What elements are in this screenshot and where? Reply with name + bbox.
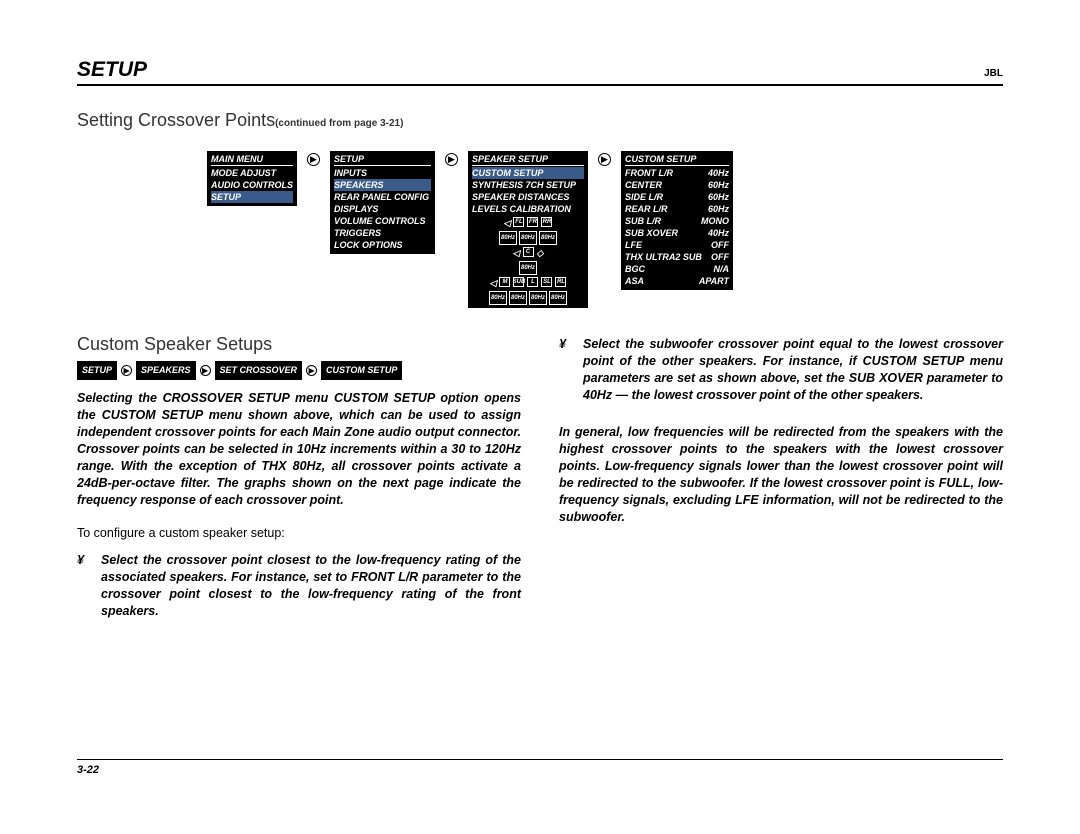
menu-item: SYNTHESIS 7CH SETUP — [472, 179, 584, 191]
menu-item: DISPLAYS — [334, 203, 431, 215]
header-title: SETUP — [77, 58, 147, 82]
menu-custom-title: CUSTOM SETUP — [625, 153, 729, 166]
bullet-item: ¥ Select the crossover point closest to … — [77, 552, 521, 620]
param-val: APART — [699, 275, 729, 287]
param-key: BGC — [625, 263, 645, 275]
hz-value: 80Hz — [519, 261, 537, 275]
menu-setup: SETUP INPUTS SPEAKERS REAR PANEL CONFIG … — [330, 151, 435, 254]
arrow-right-icon: ▶ — [200, 365, 211, 376]
menu-item-selected: CUSTOM SETUP — [472, 167, 584, 179]
speaker-icon: FR — [527, 217, 538, 227]
speaker-icon: L — [527, 277, 538, 287]
breadcrumb-item: SETUP — [77, 361, 117, 380]
right-column: ¥ Select the subwoofer crossover point e… — [559, 336, 1003, 620]
menu-item: REAR PANEL CONFIG — [334, 191, 431, 203]
menu-item: VOLUME CONTROLS — [334, 215, 431, 227]
param-val: 60Hz — [708, 191, 729, 203]
menu-item-selected: SETUP — [211, 191, 293, 203]
param-key: SIDE L/R — [625, 191, 663, 203]
intro-paragraph: Selecting the CROSSOVER SETUP menu CUSTO… — [77, 390, 521, 509]
speaker-icons-mid: ◁ C ◇ — [472, 247, 584, 259]
menu-item: INPUTS — [334, 167, 431, 179]
param-val: OFF — [711, 239, 729, 251]
menu-trail: MAIN MENU MODE ADJUST AUDIO CONTROLS SET… — [207, 151, 1003, 308]
menu-item: MODE ADJUST — [211, 167, 293, 179]
breadcrumb: SETUP ▶ SPEAKERS ▶ SET CROSSOVER ▶ CUSTO… — [77, 361, 521, 380]
menu-item: LEVELS CALIBRATION — [472, 203, 584, 215]
speaker-icon: RR — [541, 217, 552, 227]
param-key: SUB XOVER — [625, 227, 678, 239]
hz-value: 80Hz — [529, 291, 547, 305]
param-val: 40Hz — [708, 167, 729, 179]
subtitle-main: Setting Crossover Points — [77, 110, 275, 130]
param-key: SUB L/R — [625, 215, 661, 227]
arrow-right-icon: ▶ — [445, 153, 458, 166]
speaker-icon: M — [499, 277, 510, 287]
param-key: LFE — [625, 239, 642, 251]
menu-item: SPEAKER DISTANCES — [472, 191, 584, 203]
param-key: ASA — [625, 275, 644, 287]
speaker-icon: RL — [555, 277, 566, 287]
param-val: 40Hz — [708, 227, 729, 239]
menu-item: LOCK OPTIONS — [334, 239, 431, 251]
param-val: MONO — [701, 215, 729, 227]
hz-value: 80Hz — [539, 231, 557, 245]
brand-label: JBL — [984, 68, 1003, 79]
speaker-icon: SUB — [513, 277, 524, 287]
bullet-item: ¥ Select the subwoofer crossover point e… — [559, 336, 1003, 404]
hz-value: 80Hz — [519, 231, 537, 245]
param-key: CENTER — [625, 179, 662, 191]
param-key: THX ULTRA2 SUB — [625, 251, 702, 263]
speaker-icon: C — [523, 247, 534, 257]
page-number: 3-22 — [77, 764, 1003, 776]
menu-item-selected: SPEAKERS — [334, 179, 431, 191]
menu-main-title: MAIN MENU — [211, 153, 293, 166]
arrow-right-icon: ▶ — [306, 365, 317, 376]
page-header: SETUP JBL — [77, 58, 1003, 86]
arrow-right-icon: ▶ — [598, 153, 611, 166]
hz-row-top: 80Hz 80Hz 80Hz — [472, 231, 584, 245]
menu-speaker-setup: SPEAKER SETUP CUSTOM SETUP SYNTHESIS 7CH… — [468, 151, 588, 308]
bullet-text: Select the crossover point closest to th… — [101, 552, 521, 620]
param-key: FRONT L/R — [625, 167, 673, 179]
breadcrumb-item: CUSTOM SETUP — [321, 361, 402, 380]
hz-value: 80Hz — [499, 231, 517, 245]
menu-item: AUDIO CONTROLS — [211, 179, 293, 191]
subtitle: Setting Crossover Points(continued from … — [77, 110, 1003, 131]
speaker-icon: SL — [541, 277, 552, 287]
bullet-text: Select the subwoofer crossover point equ… — [583, 336, 1003, 404]
hz-row-mid: 80Hz — [472, 261, 584, 275]
page-footer: 3-22 — [77, 759, 1003, 776]
hz-row-bot: 80Hz 80Hz 80Hz 80Hz — [472, 291, 584, 305]
left-column: Custom Speaker Setups SETUP ▶ SPEAKERS ▶… — [77, 336, 521, 620]
menu-speaker-title: SPEAKER SETUP — [472, 153, 584, 166]
menu-setup-title: SETUP — [334, 153, 431, 166]
section-heading: Custom Speaker Setups — [77, 336, 521, 353]
param-val: N/A — [714, 263, 730, 275]
speaker-icons-top: ◁ FL FR RR — [472, 217, 584, 229]
menu-item: TRIGGERS — [334, 227, 431, 239]
hz-value: 80Hz — [489, 291, 507, 305]
hz-value: 80Hz — [509, 291, 527, 305]
menu-main: MAIN MENU MODE ADJUST AUDIO CONTROLS SET… — [207, 151, 297, 206]
menu-custom-setup: CUSTOM SETUP FRONT L/R 40Hz CENTER 60Hz SI… — [621, 151, 733, 290]
param-val: OFF — [711, 251, 729, 263]
bullet-mark: ¥ — [559, 336, 583, 404]
bullet-mark: ¥ — [77, 552, 101, 620]
breadcrumb-item: SET CROSSOVER — [215, 361, 303, 380]
arrow-right-icon: ▶ — [307, 153, 320, 166]
breadcrumb-item: SPEAKERS — [136, 361, 196, 380]
subtitle-cont: (continued from page 3-21) — [275, 118, 403, 129]
body-columns: Custom Speaker Setups SETUP ▶ SPEAKERS ▶… — [77, 336, 1003, 620]
lead-text: To configure a custom speaker setup: — [77, 525, 521, 542]
param-val: 60Hz — [708, 203, 729, 215]
param-key: REAR L/R — [625, 203, 668, 215]
arrow-right-icon: ▶ — [121, 365, 132, 376]
speaker-icon: FL — [513, 217, 524, 227]
speaker-icons-bot: ◁ M SUB L SL RL — [472, 277, 584, 289]
closing-paragraph: In general, low frequencies will be redi… — [559, 424, 1003, 526]
hz-value: 80Hz — [549, 291, 567, 305]
param-val: 60Hz — [708, 179, 729, 191]
